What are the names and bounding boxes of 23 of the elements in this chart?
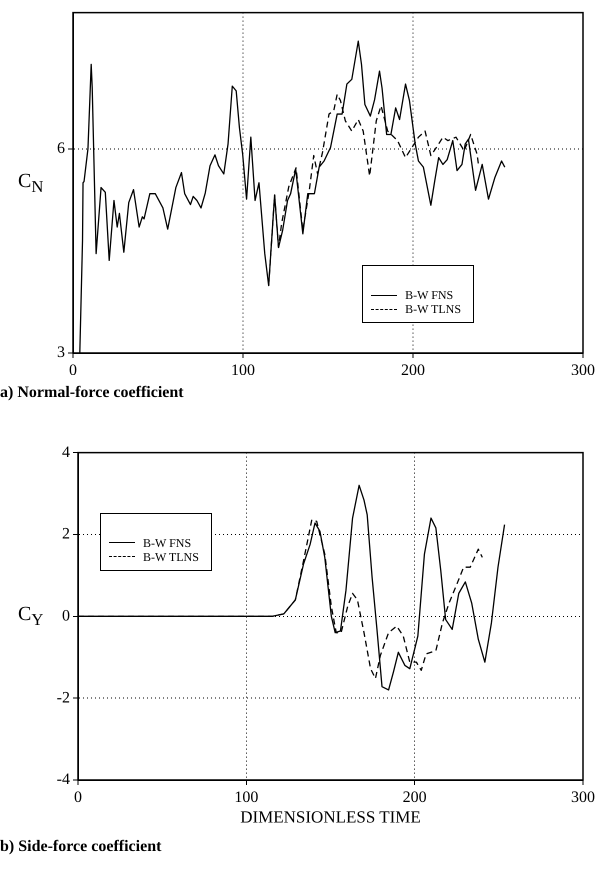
text: b) Side-force coefficient [0, 838, 162, 856]
text: a) Normal-force coefficient [0, 384, 184, 402]
legend-label: B-W TLNS [143, 550, 199, 564]
x-tick-label: 100 [234, 788, 258, 806]
x-tick-label: 200 [401, 362, 425, 379]
y-tick-label: 2 [62, 526, 70, 543]
y-tick-label: 0 [62, 608, 70, 625]
y-tick-label: 3 [57, 344, 65, 362]
y-axis-title: C$_{N}$ [18, 168, 44, 198]
y-axis-title: C$_{Y}$ [18, 602, 44, 632]
y-tick-label: -2 [56, 689, 70, 706]
x-axis-title: DIMENSIONLESS TIME [240, 807, 421, 826]
legend-label: B-W TLNS [405, 302, 461, 316]
y-tick-label: 4 [62, 444, 70, 461]
x-tick-label: 100 [231, 362, 255, 379]
x-tick-label: 300 [571, 362, 595, 379]
x-tick-label: 200 [402, 788, 427, 806]
legend-label: B-W FNS [405, 288, 454, 302]
y-tick-label: -4 [56, 771, 70, 788]
legend-label: B-W FNS [143, 536, 192, 550]
y-tick-label: 6 [57, 140, 65, 157]
x-tick-label: 0 [74, 788, 82, 806]
x-tick-label: 300 [571, 788, 595, 806]
